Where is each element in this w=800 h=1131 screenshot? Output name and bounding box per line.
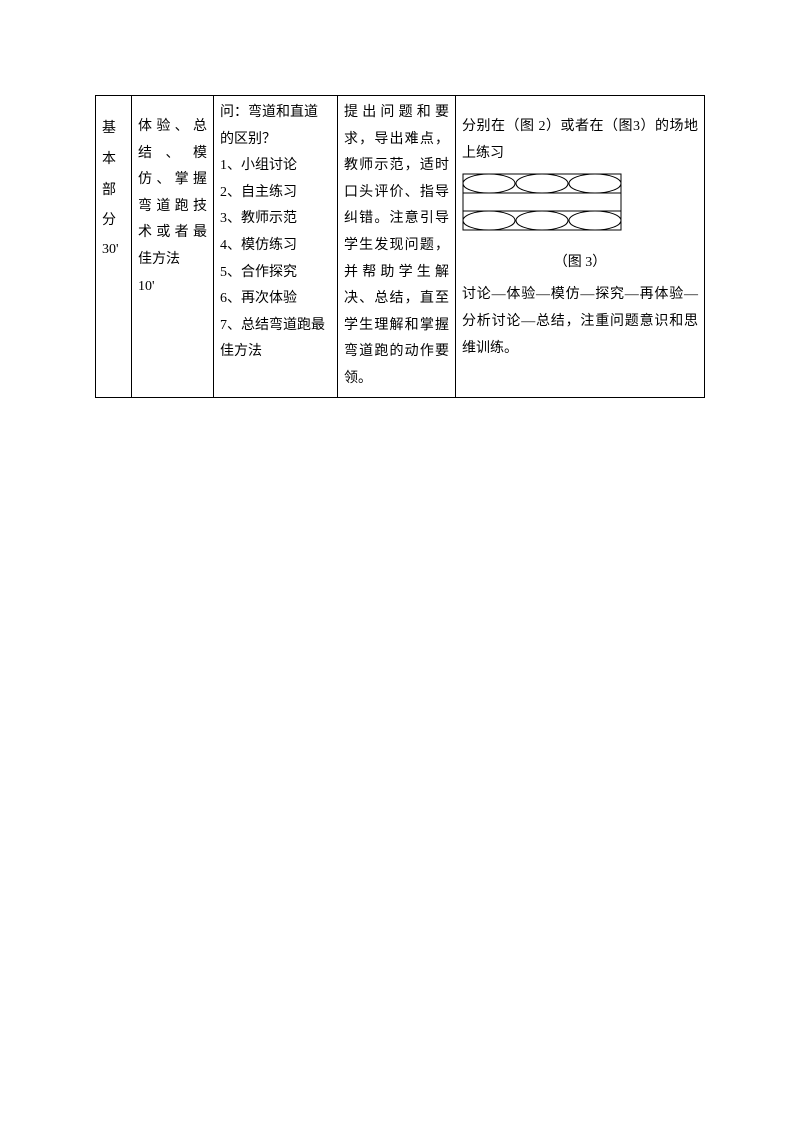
activity-cell: 问：弯道和直道的区别？ 1、小组讨论 2、自主练习 3、教师示范 4、模仿练习 … [214, 96, 338, 398]
activity-line: 3、教师示范 [220, 206, 331, 233]
activity-line: 4、模仿练习 [220, 233, 331, 260]
layout-intro: 分别在（图 2）或者在（图3）的场地上练习 [462, 114, 698, 167]
field-diagram [462, 173, 698, 242]
objective-duration: 10' [138, 274, 207, 301]
section-char: 分 [102, 206, 125, 237]
activity-line: 1、小组讨论 [220, 153, 331, 180]
section-label-cell: 基 本 部 分 30' [96, 96, 132, 398]
lesson-plan-table: 基 本 部 分 30' 体验、总结、模仿、掌握弯道跑技术或者最佳方法 10' 问… [95, 95, 705, 398]
activity-line: 问：弯道和直道的区别？ [220, 100, 331, 153]
section-char: 本 [102, 145, 125, 176]
objective-cell: 体验、总结、模仿、掌握弯道跑技术或者最佳方法 10' [132, 96, 214, 398]
activity-line: 7、总结弯道跑最佳方法 [220, 313, 331, 366]
table-row: 基 本 部 分 30' 体验、总结、模仿、掌握弯道跑技术或者最佳方法 10' 问… [96, 96, 705, 398]
section-duration: 30' [102, 242, 119, 257]
layout-summary: 讨论—体验—模仿—探究—再体验—分析讨论—总结，注重问题意识和思维训练。 [462, 282, 698, 362]
section-char: 部 [102, 176, 125, 207]
teacher-guidance-text: 提出问题和要求，导出难点，教师示范，适时口头评价、指导纠错。注意引导学生发现问题… [344, 105, 449, 386]
objective-text: 体验、总结、模仿、掌握弯道跑技术或者最佳方法 [138, 114, 207, 274]
activity-line: 2、自主练习 [220, 180, 331, 207]
section-char: 基 [102, 114, 125, 145]
activity-line: 5、合作探究 [220, 260, 331, 287]
layout-cell: 分别在（图 2）或者在（图3）的场地上练习 （图 3） 讨论—体验—模仿—探究—… [456, 96, 705, 398]
field-diagram-svg [462, 173, 622, 231]
teacher-guidance-cell: 提出问题和要求，导出难点，教师示范，适时口头评价、指导纠错。注意引导学生发现问题… [338, 96, 456, 398]
activity-line: 6、再次体验 [220, 286, 331, 313]
diagram-caption: （图 3） [462, 250, 698, 277]
